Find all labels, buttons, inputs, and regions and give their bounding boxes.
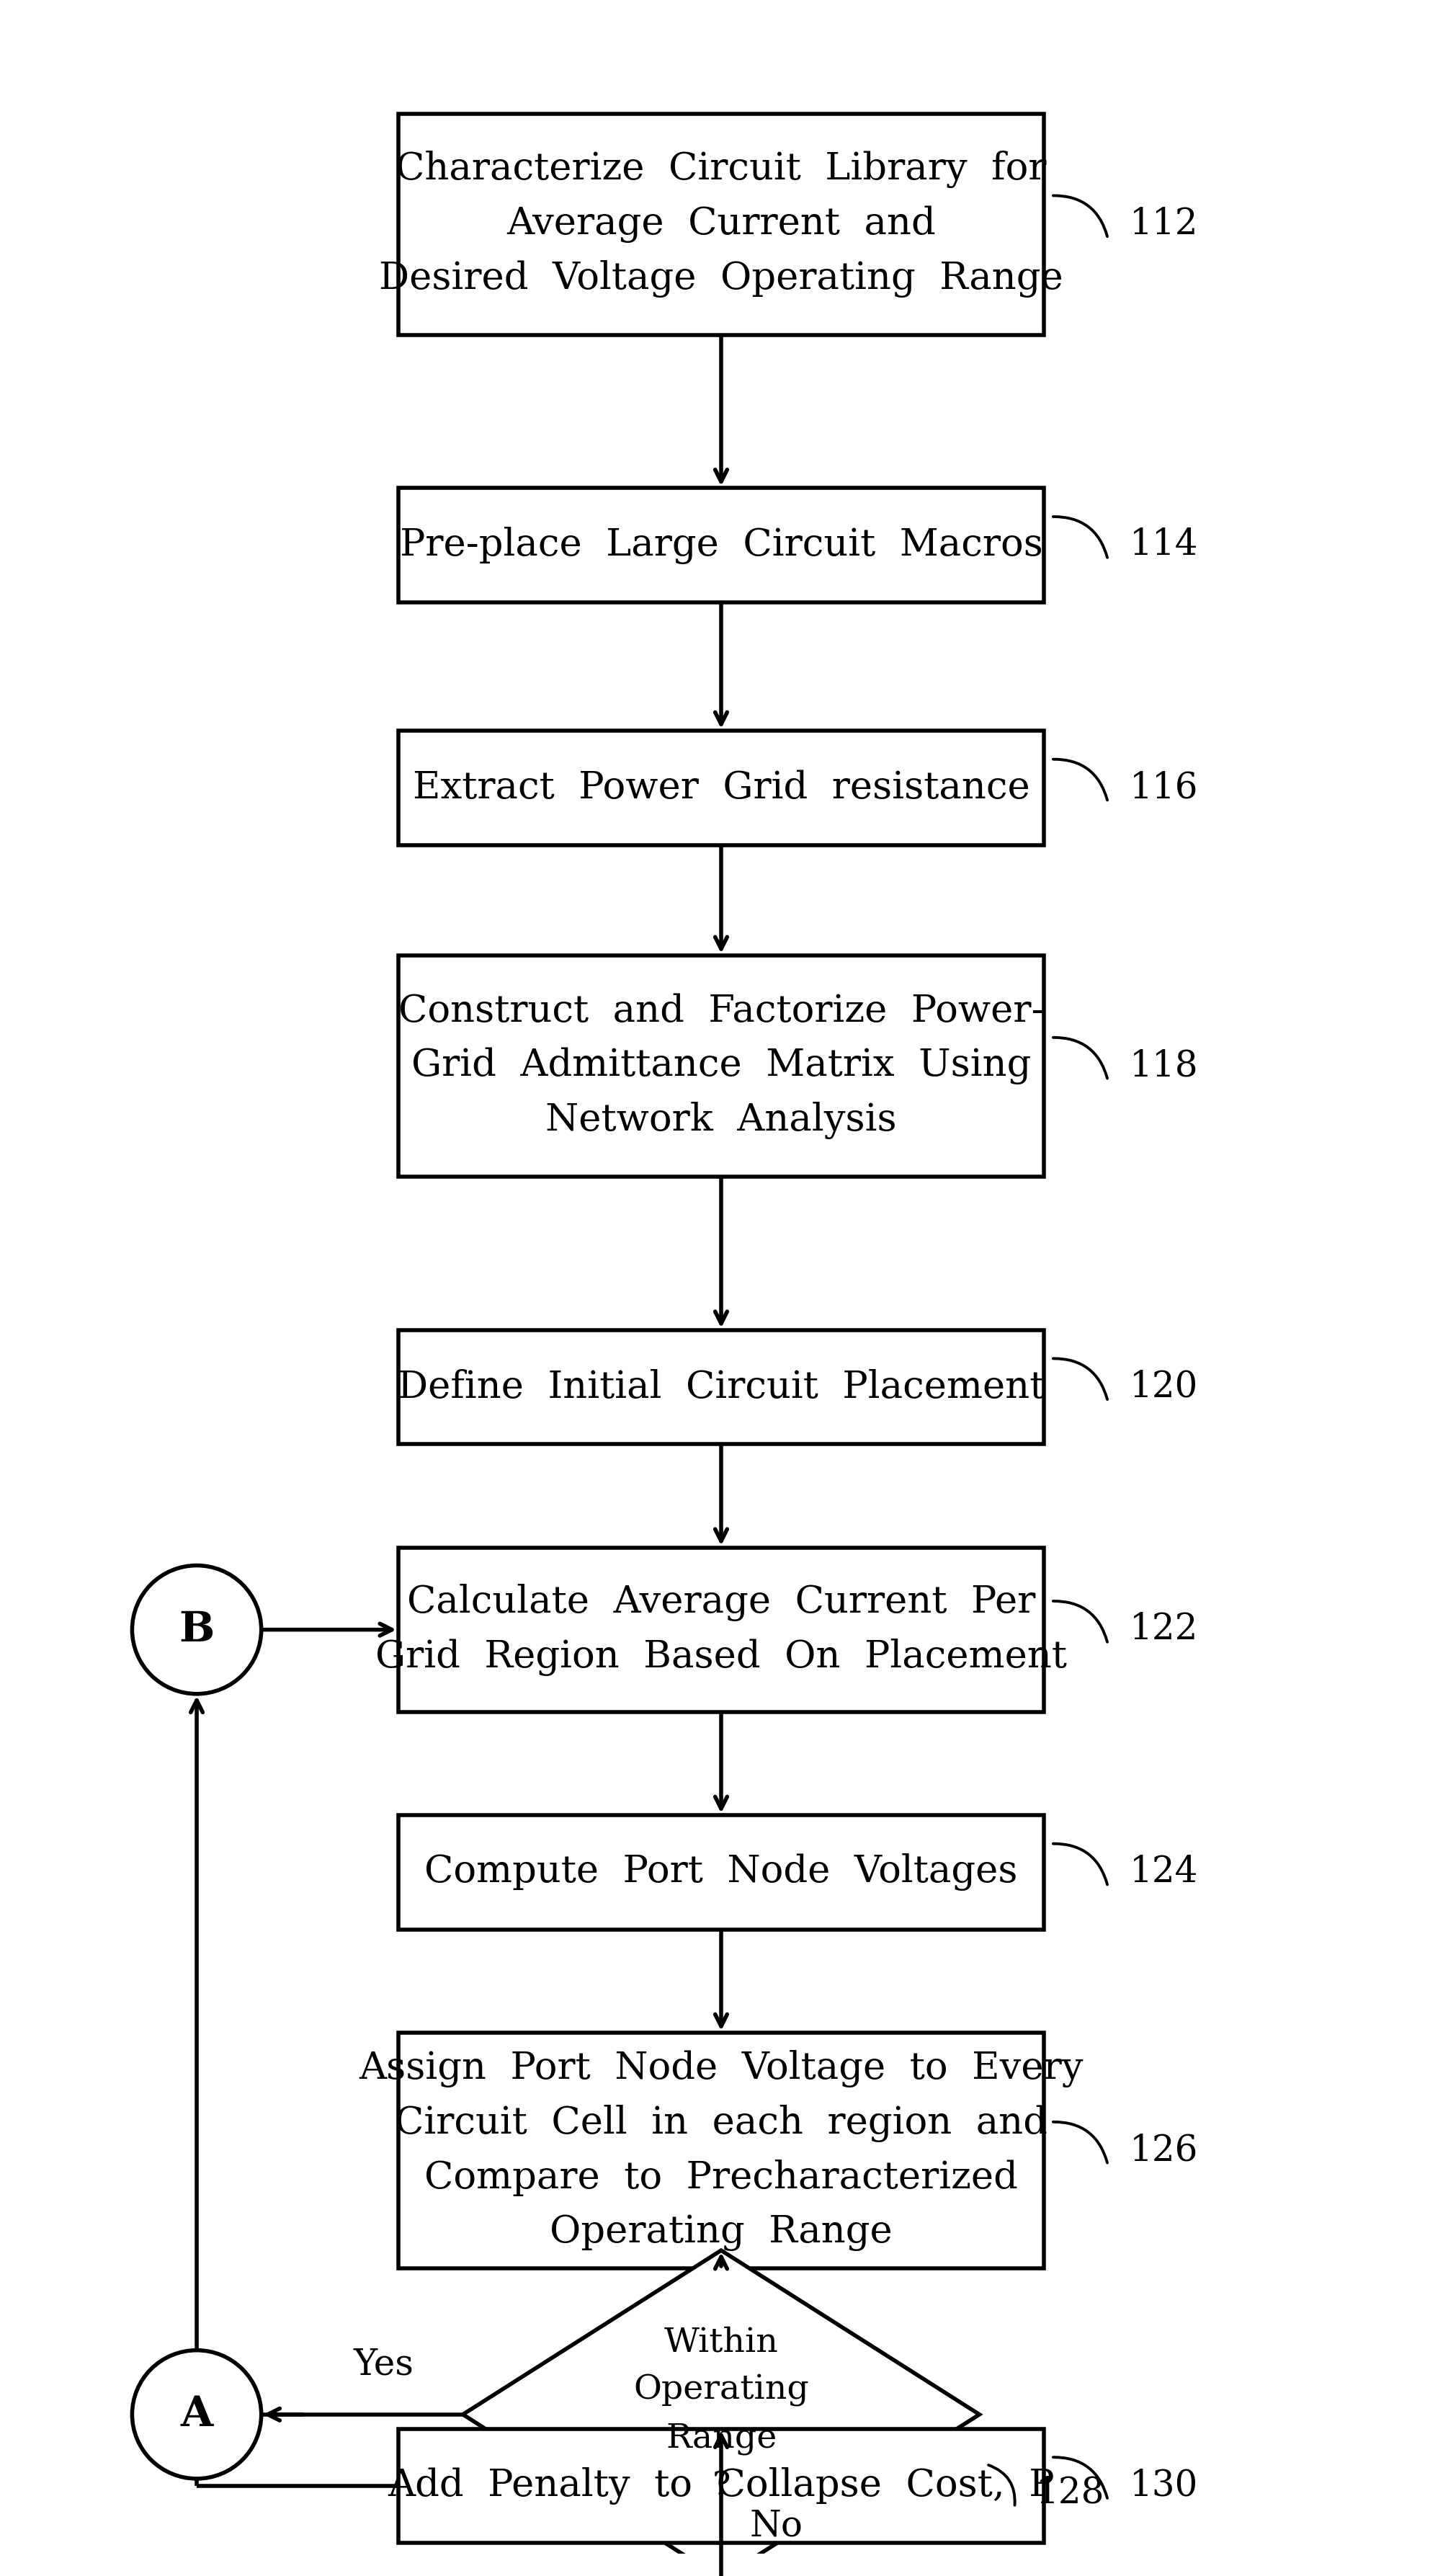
Text: 122: 122 (1130, 1613, 1198, 1649)
Text: Construct  and  Factorize  Power-
Grid  Admittance  Matrix  Using
Network  Analy: Construct and Factorize Power- Grid Admi… (398, 992, 1045, 1139)
Bar (398, 2032, 1043, 2269)
Text: No: No (750, 2509, 804, 2545)
Text: A: A (180, 2393, 214, 2434)
Text: 128: 128 (1036, 2476, 1105, 2512)
Bar (398, 487, 1043, 603)
Text: Define  Initial  Circuit  Placement: Define Initial Circuit Placement (397, 1368, 1045, 1406)
Bar (398, 1548, 1043, 1710)
Text: 124: 124 (1130, 1855, 1198, 1891)
Bar (398, 1329, 1043, 1445)
Bar (398, 956, 1043, 1177)
Bar (398, 113, 1043, 335)
Text: Compute  Port  Node  Voltages: Compute Port Node Voltages (424, 1855, 1017, 1891)
Text: 130: 130 (1130, 2468, 1198, 2504)
Text: Extract  Power  Grid  resistance: Extract Power Grid resistance (413, 770, 1030, 806)
Text: Assign  Port  Node  Voltage  to  Every
Circuit  Cell  in  each  region  and
Comp: Assign Port Node Voltage to Every Circui… (359, 2050, 1084, 2251)
Text: 126: 126 (1130, 2133, 1198, 2169)
Text: 114: 114 (1130, 528, 1198, 564)
Polygon shape (463, 2251, 980, 2576)
Circle shape (133, 1566, 261, 1695)
Text: Characterize  Circuit  Library  for
Average  Current  and
Desired  Voltage  Oper: Characterize Circuit Library for Average… (380, 149, 1063, 299)
Text: Add  Penalty  to  Collapse  Cost,  P: Add Penalty to Collapse Cost, P (388, 2468, 1055, 2504)
Text: Within
Operating
Range
?: Within Operating Range ? (633, 2326, 810, 2504)
Text: Yes: Yes (354, 2347, 414, 2383)
Text: B: B (179, 1610, 215, 1649)
Bar (398, 2429, 1043, 2543)
Bar (398, 1816, 1043, 1929)
Bar (398, 732, 1043, 845)
Text: Calculate  Average  Current  Per
Grid  Region  Based  On  Placement: Calculate Average Current Per Grid Regio… (375, 1584, 1066, 1677)
Text: 118: 118 (1130, 1048, 1198, 1084)
Text: Pre-place  Large  Circuit  Macros: Pre-place Large Circuit Macros (400, 526, 1043, 564)
Text: 116: 116 (1130, 770, 1198, 806)
Circle shape (133, 2349, 261, 2478)
Text: 120: 120 (1130, 1370, 1198, 1404)
Text: 112: 112 (1130, 206, 1198, 242)
